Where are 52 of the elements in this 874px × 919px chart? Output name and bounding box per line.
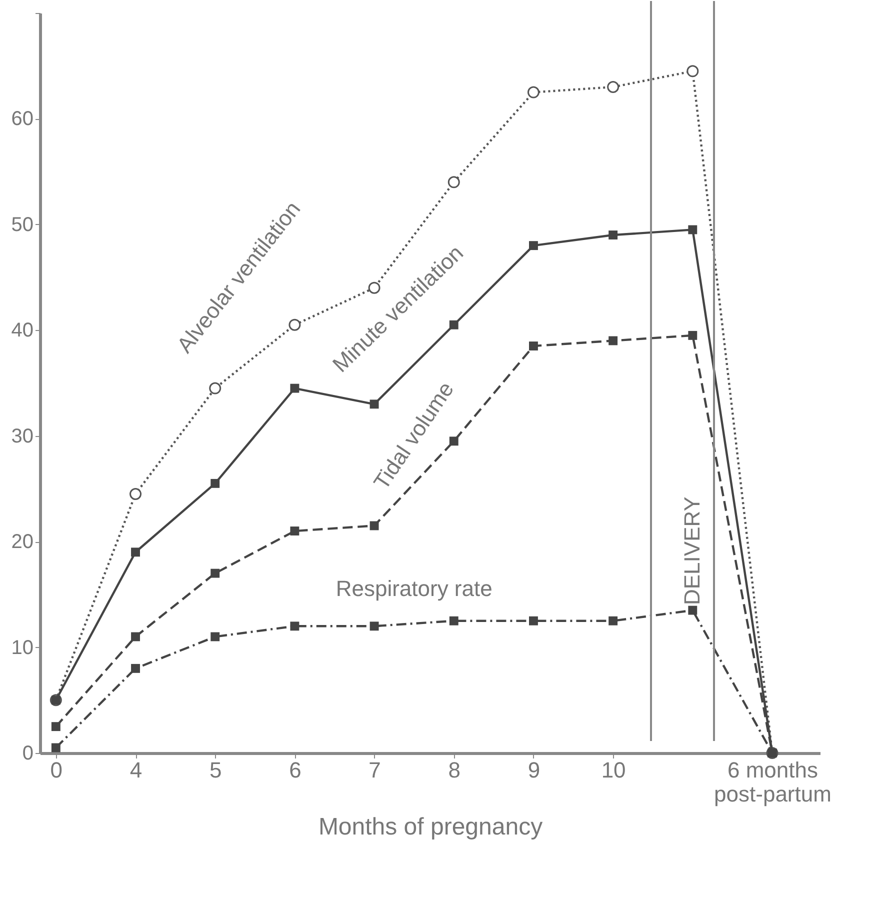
x-tick-label: 9 xyxy=(528,758,540,782)
annotation: DELIVERY xyxy=(680,496,705,605)
x-tick-label: 10 xyxy=(601,758,626,782)
y-tick-label: 30 xyxy=(11,425,34,448)
point xyxy=(131,664,140,673)
y-tick-label: 10 xyxy=(11,636,34,659)
point xyxy=(130,488,142,500)
point xyxy=(688,225,698,234)
point xyxy=(210,568,220,578)
point xyxy=(290,622,300,631)
y-tick-label: 20 xyxy=(11,531,34,554)
point xyxy=(290,384,300,393)
point xyxy=(686,65,699,78)
point xyxy=(528,342,538,350)
point xyxy=(370,622,379,631)
point xyxy=(51,743,60,752)
y-tick-label: 60 xyxy=(11,108,34,130)
point xyxy=(528,241,538,250)
point xyxy=(608,336,618,346)
point xyxy=(209,382,222,394)
point xyxy=(370,521,379,530)
point xyxy=(131,632,140,642)
x-tick-label: 5 xyxy=(209,758,222,782)
point xyxy=(51,722,60,732)
point xyxy=(608,230,618,240)
x-tick-label: 7 xyxy=(368,758,381,782)
x-tick-label: 4 xyxy=(130,758,142,782)
point xyxy=(210,478,220,488)
point xyxy=(370,400,379,409)
point xyxy=(688,330,698,340)
point xyxy=(131,548,140,557)
point xyxy=(288,318,301,331)
point xyxy=(290,526,300,536)
x-tick-label: 0 xyxy=(50,758,63,782)
x-tick-label: 6 xyxy=(289,758,302,782)
series-label: Respiratory rate xyxy=(336,576,492,602)
point xyxy=(608,616,618,626)
y-tick-label: 50 xyxy=(11,214,34,236)
point xyxy=(368,282,380,294)
point xyxy=(210,632,220,642)
point xyxy=(607,81,620,93)
y-tick-label: 0 xyxy=(22,742,34,764)
x-tick-label: 8 xyxy=(448,758,461,782)
point xyxy=(688,606,698,615)
point xyxy=(449,320,458,330)
x-tick-label: 6 months post-partum xyxy=(714,758,832,806)
point xyxy=(448,176,460,188)
point xyxy=(449,616,458,626)
x-axis-title: Months of pregnancy xyxy=(318,814,543,840)
point xyxy=(528,616,538,626)
point xyxy=(527,86,540,98)
y-tick-label: 40 xyxy=(11,320,34,342)
